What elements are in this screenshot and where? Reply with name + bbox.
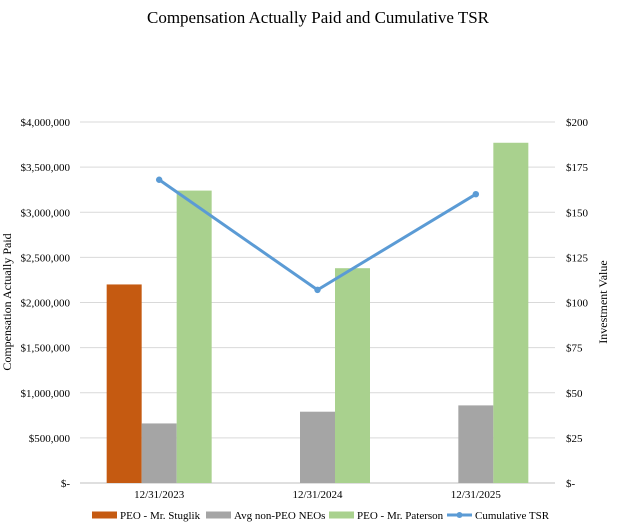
legend-label: PEO - Mr. Stuglik: [120, 510, 201, 522]
y2-tick-label: $150: [566, 207, 589, 219]
legend-swatch: [206, 511, 231, 519]
y-tick-label: $2,500,000: [21, 252, 71, 264]
legend-label: PEO - Mr. Paterson: [357, 510, 444, 522]
legend-label: Avg non-PEO NEOs: [234, 510, 325, 522]
y-tick-label: $3,000,000: [21, 207, 71, 219]
bar: [176, 190, 212, 483]
y2-axis-title: Investment Value: [596, 260, 610, 343]
y2-tick-label: $75: [566, 343, 583, 355]
y-axis-ticks: $- $500,000 $1,000,000 $1,500,000 $2,000,000…: [21, 117, 71, 490]
bar: [493, 142, 529, 483]
y2-tick-label: $125: [566, 252, 589, 264]
y-tick-label: $4,000,000: [21, 117, 71, 129]
x-tick-label: 12/31/2025: [451, 489, 502, 501]
y2-tick-label: $50: [566, 388, 583, 400]
legend-swatch: [329, 511, 354, 519]
legend: PEO - Mr. Stuglik Avg non-PEO NEOs PEO - M…: [92, 510, 550, 522]
line-point: [314, 286, 321, 294]
legend-swatch: [92, 511, 117, 519]
x-axis-ticks: 12/31/2023 12/31/2024 12/31/2025: [134, 489, 501, 501]
y-axis-title: Compensation Actually Paid: [0, 233, 14, 370]
y2-tick-label: $25: [566, 433, 583, 445]
y-tick-label: $1,500,000: [21, 343, 71, 355]
bar: [106, 284, 142, 483]
legend-swatch-marker: [456, 512, 463, 518]
y2-tick-label: $-: [566, 478, 576, 490]
x-tick-label: 12/31/2024: [292, 489, 343, 501]
bar: [458, 405, 494, 483]
tsr-line: [155, 176, 480, 294]
y-tick-label: $-: [61, 478, 71, 490]
y2-tick-label: $175: [566, 162, 589, 174]
legend-label: Cumulative TSR: [475, 510, 550, 522]
line-point: [472, 191, 480, 198]
y2-axis-ticks: $- $25 $50 $75 $100 $125 $150 $175 $200: [566, 117, 589, 490]
y-tick-label: $2,000,000: [21, 298, 71, 310]
y2-tick-label: $100: [566, 298, 589, 310]
bars: [106, 142, 529, 483]
y-tick-label: $3,500,000: [21, 162, 71, 174]
chart-title: Compensation Actually Paid and Cumulativ…: [147, 8, 490, 27]
bar: [141, 423, 177, 483]
y-tick-label: $1,000,000: [21, 388, 71, 400]
y2-tick-label: $200: [566, 117, 589, 129]
bar: [300, 411, 335, 483]
y-tick-label: $500,000: [29, 433, 71, 445]
bar: [335, 268, 370, 483]
x-tick-label: 12/31/2023: [134, 489, 185, 501]
line-point: [155, 176, 163, 183]
